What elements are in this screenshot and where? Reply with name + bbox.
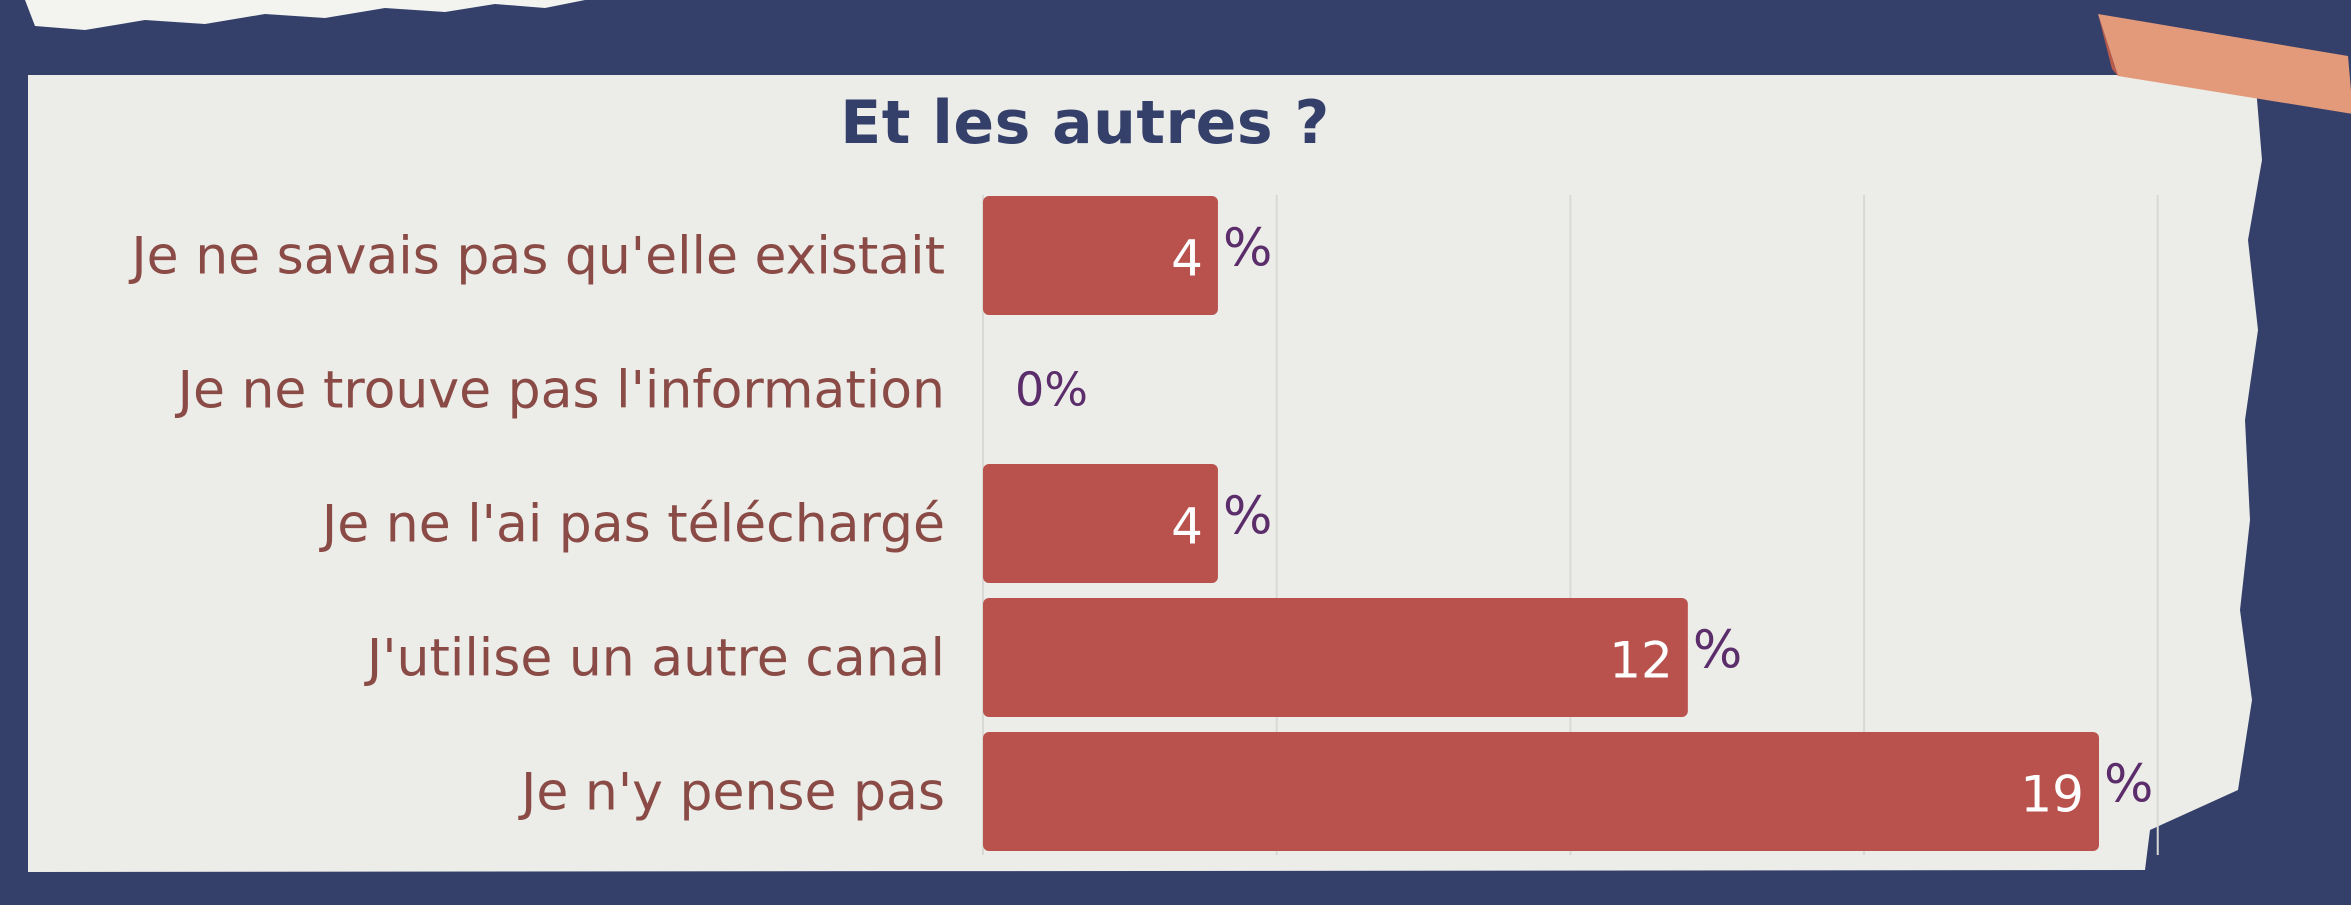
paper-scrap [25, 0, 585, 30]
category-label: Je ne trouve pas l'information [175, 361, 945, 421]
chart-title: Et les autres ? [840, 88, 1330, 158]
percent-sign: % [1693, 621, 1742, 681]
category-labels: Je ne savais pas qu'elle existait Je ne t… [128, 227, 945, 823]
bar [983, 598, 1688, 717]
tape-decoration [2098, 14, 2351, 114]
category-label: Je ne savais pas qu'elle existait [128, 227, 945, 287]
data-label: 4 [1171, 230, 1203, 288]
category-label: Je n'y pense pas [518, 763, 945, 823]
percent-sign: % [1223, 487, 1272, 547]
bar [983, 196, 1218, 315]
category-label: Je ne l'ai pas téléchargé [319, 495, 945, 555]
category-label: J'utilise un autre canal [364, 629, 945, 689]
data-label: 0% [1015, 363, 1088, 417]
bar [983, 732, 2099, 851]
data-label: 19 [2020, 766, 2084, 824]
data-label: 12 [1609, 632, 1673, 690]
bar [983, 464, 1218, 583]
percent-sign: % [1223, 219, 1272, 279]
percent-sign: % [2104, 755, 2153, 815]
bars: 4 % 0% 4 % 12 % 19% [983, 196, 2153, 851]
data-label: 4 [1171, 498, 1203, 556]
